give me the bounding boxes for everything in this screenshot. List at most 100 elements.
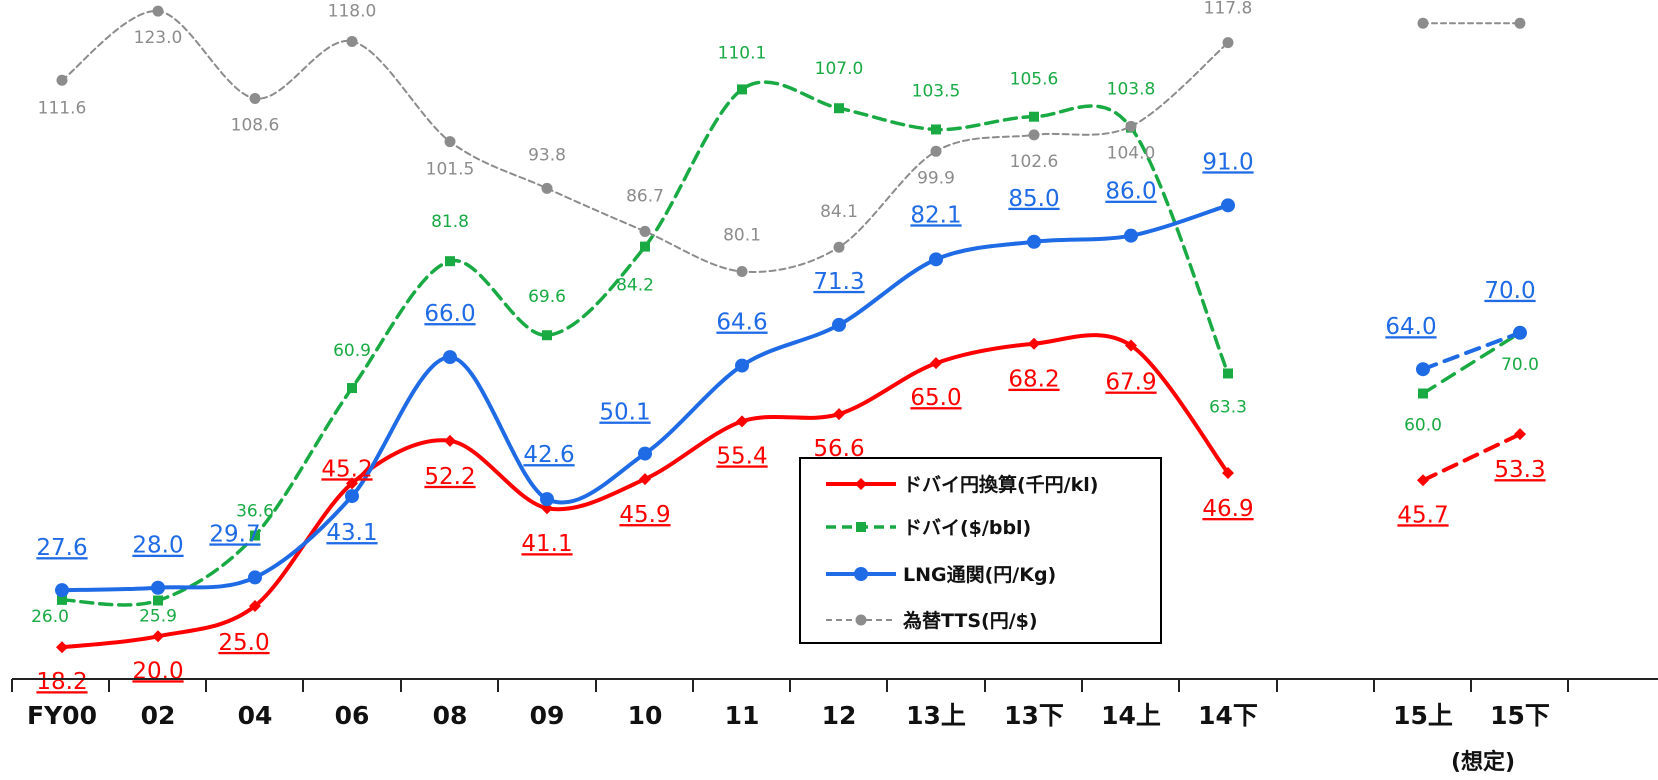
point-fx-tts bbox=[444, 136, 456, 148]
point-dubai-yen bbox=[56, 641, 68, 654]
data-label-lng: 64.6 bbox=[716, 310, 767, 336]
data-label-lng: 70.0 bbox=[1484, 278, 1535, 304]
data-label-fx-tts: 102.6 bbox=[1010, 152, 1059, 172]
data-label-dubai-usd: 60.9 bbox=[333, 341, 371, 361]
data-label-fx-tts: 118.0 bbox=[328, 1, 377, 21]
point-fx-tts bbox=[1417, 17, 1429, 29]
series-forecast-lng bbox=[1421, 330, 1522, 372]
legend: ドバイ円換算(千円/kl) ドバイ($/bbl) LNG通関(円/Kg) 為替TTS(… bbox=[799, 457, 1162, 644]
point-lng bbox=[1416, 362, 1430, 377]
point-dubai-yen bbox=[1417, 474, 1429, 487]
x-tick-label: 06 bbox=[335, 701, 370, 730]
point-dubai-yen bbox=[444, 434, 456, 447]
data-label-lng: 86.0 bbox=[1105, 179, 1156, 205]
data-label-fx-tts: 86.7 bbox=[626, 186, 664, 206]
x-tick-label: 14下 bbox=[1198, 701, 1258, 730]
data-label-fx-tts: 117.8 bbox=[1204, 0, 1253, 19]
data-label-dubai-yen: 53.3 bbox=[1494, 457, 1545, 483]
point-lng bbox=[248, 570, 262, 585]
data-label-dubai-yen: 45.9 bbox=[619, 502, 670, 528]
series-forecast-dubai-usd bbox=[1421, 331, 1522, 396]
point-lng bbox=[735, 358, 749, 373]
point-dubai-usd bbox=[1029, 111, 1039, 122]
point-lng bbox=[151, 580, 165, 595]
point-lng bbox=[832, 317, 846, 332]
point-dubai-usd bbox=[834, 103, 844, 114]
x-tick-label: FY00 bbox=[27, 701, 97, 730]
data-label-dubai-usd: 63.3 bbox=[1209, 397, 1247, 417]
legend-label-lng: LNG通関(円/Kg) bbox=[903, 564, 1056, 586]
data-label-dubai-yen: 68.2 bbox=[1008, 367, 1059, 393]
data-label-fx-tts: 111.6 bbox=[38, 98, 87, 118]
data-label-lng: 27.6 bbox=[36, 535, 87, 561]
point-dubai-usd bbox=[250, 530, 260, 541]
data-label-lng: 64.0 bbox=[1385, 314, 1436, 340]
data-label-lng: 85.0 bbox=[1008, 186, 1059, 212]
point-lng bbox=[929, 252, 943, 267]
point-fx-tts bbox=[346, 35, 358, 47]
point-dubai-usd bbox=[1223, 368, 1233, 379]
point-dubai-yen bbox=[1028, 337, 1040, 350]
point-lng bbox=[443, 350, 457, 365]
x-tick-label: 15下 bbox=[1490, 701, 1550, 730]
data-label-lng: 28.0 bbox=[132, 533, 183, 559]
point-dubai-yen bbox=[736, 415, 748, 428]
point-dubai-usd bbox=[640, 241, 650, 252]
point-dubai-yen bbox=[1125, 339, 1137, 352]
data-label-dubai-usd: 110.1 bbox=[718, 43, 767, 63]
point-dubai-usd bbox=[57, 594, 67, 605]
data-label-fx-tts: 93.8 bbox=[528, 145, 566, 165]
data-label-dubai-yen: 41.1 bbox=[521, 531, 572, 557]
data-label-dubai-usd: 70.0 bbox=[1501, 355, 1539, 375]
point-fx-tts bbox=[1125, 120, 1137, 132]
data-label-lng: 50.1 bbox=[599, 400, 650, 426]
data-label-fx-tts: 84.1 bbox=[820, 202, 858, 222]
data-label-dubai-usd: 105.6 bbox=[1010, 70, 1059, 90]
data-label-dubai-usd: 36.6 bbox=[236, 502, 274, 522]
point-fx-tts bbox=[152, 5, 164, 17]
x-tick-label: 14上 bbox=[1101, 701, 1161, 730]
x-tick-label: 09 bbox=[530, 701, 565, 730]
point-fx-tts bbox=[1514, 17, 1526, 29]
x-tick-label: 02 bbox=[141, 701, 176, 730]
point-dubai-yen bbox=[152, 630, 164, 643]
data-label-dubai-usd: 107.0 bbox=[815, 59, 864, 79]
data-label-dubai-usd: 69.6 bbox=[528, 287, 566, 307]
data-label-dubai-usd: 26.0 bbox=[31, 607, 69, 627]
point-fx-tts bbox=[930, 145, 942, 157]
point-lng bbox=[1124, 228, 1138, 243]
data-label-fx-tts: 123.0 bbox=[134, 28, 183, 48]
point-lng bbox=[540, 492, 554, 507]
data-label-lng: 91.0 bbox=[1202, 149, 1253, 175]
x-tick-label: 08 bbox=[433, 701, 468, 730]
point-dubai-yen bbox=[930, 357, 942, 370]
point-fx-tts bbox=[56, 74, 68, 86]
point-fx-tts bbox=[1028, 129, 1040, 141]
x-tick-label: 12 bbox=[822, 701, 857, 730]
legend-marker-dubai-yen bbox=[855, 478, 867, 490]
data-label-dubai-yen: 52.2 bbox=[424, 464, 475, 490]
point-dubai-usd bbox=[347, 383, 357, 394]
point-fx-tts bbox=[736, 265, 748, 277]
point-lng bbox=[345, 489, 359, 504]
data-label-dubai-usd: 81.8 bbox=[431, 212, 469, 232]
x-tick-label: 15上 bbox=[1393, 701, 1453, 730]
data-label-fx-tts: 101.5 bbox=[426, 160, 475, 180]
point-lng bbox=[1221, 198, 1235, 213]
data-label-dubai-usd: 103.5 bbox=[912, 81, 961, 101]
series-lines bbox=[60, 10, 1522, 650]
data-label-dubai-usd: 84.2 bbox=[616, 276, 654, 296]
data-label-dubai-yen: 25.0 bbox=[218, 630, 269, 656]
point-dubai-yen bbox=[1222, 467, 1234, 480]
data-label-dubai-yen: 67.9 bbox=[1105, 370, 1156, 396]
legend-marker-dubai-usd bbox=[856, 522, 866, 532]
data-label-dubai-yen: 45.7 bbox=[1397, 502, 1448, 528]
data-label-lng: 71.3 bbox=[813, 269, 864, 295]
point-lng bbox=[1027, 234, 1041, 249]
data-label-lng: 42.6 bbox=[523, 442, 574, 468]
x-axis-ticks bbox=[11, 679, 1569, 692]
point-dubai-yen bbox=[1514, 428, 1526, 441]
point-lng bbox=[638, 446, 652, 461]
point-fx-tts bbox=[639, 225, 651, 237]
